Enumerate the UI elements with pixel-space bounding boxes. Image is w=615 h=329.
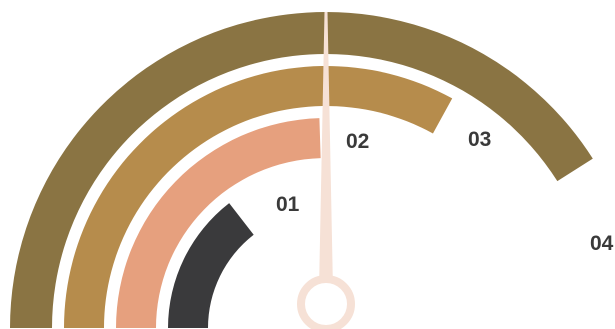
- gauge-arcs: [10, 12, 593, 329]
- gauge-arc-02: [116, 118, 321, 328]
- needle-pointer: [319, 12, 333, 290]
- gauge-arc-01: [168, 203, 254, 328]
- gauge-arc-03: [64, 65, 453, 328]
- ring-hub-icon: [297, 275, 355, 329]
- arc-label-02: 02: [346, 130, 369, 153]
- arc-label-01: 01: [276, 193, 300, 216]
- gauge-arc-04: [10, 12, 593, 329]
- arc-label-04: 04: [590, 232, 614, 255]
- arc-label-03: 03: [468, 128, 491, 151]
- gauge-needle: [297, 12, 355, 329]
- gauge-labels: 01 02 03 04: [276, 128, 614, 255]
